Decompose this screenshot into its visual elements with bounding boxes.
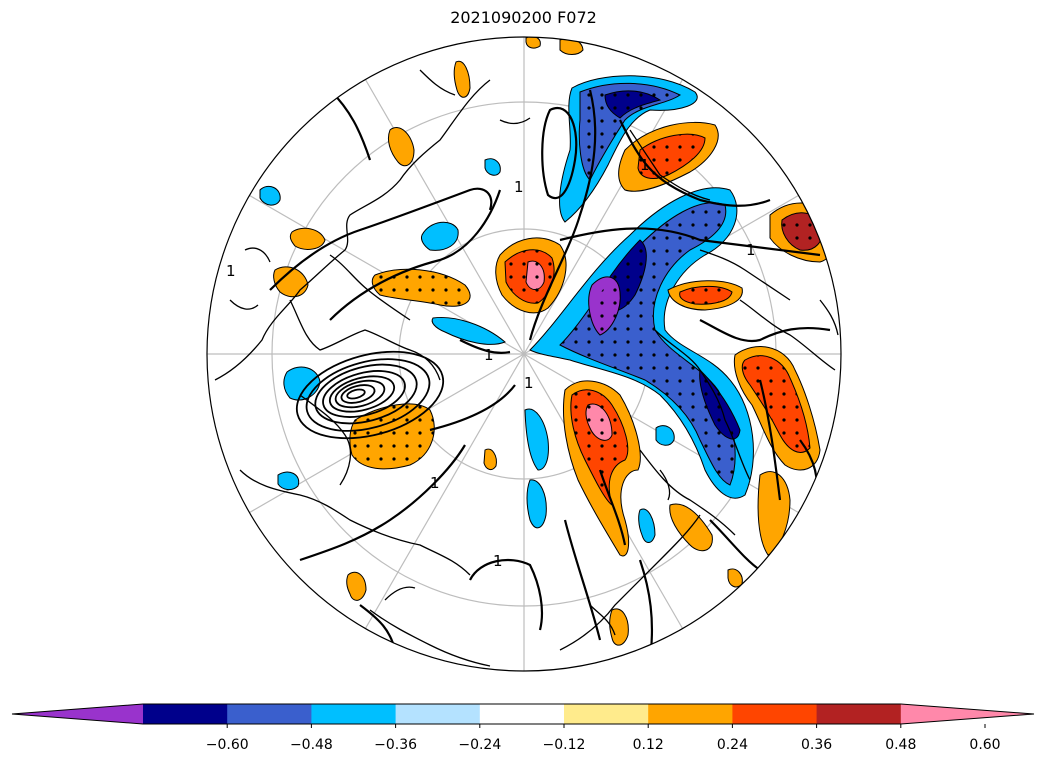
colorbar-tick-label: −0.36 (374, 737, 417, 753)
positive-anomaly-region (289, 227, 326, 250)
negative-anomaly-region (526, 479, 547, 529)
colorbar-tick-label: −0.48 (290, 737, 333, 753)
positive-anomaly-region (346, 571, 367, 601)
negative-anomaly-region (431, 316, 506, 345)
positive-anomaly-region (273, 266, 309, 298)
contour-label: 1 (493, 552, 503, 570)
colorbar-tick-label: 0.12 (633, 737, 664, 753)
colorbar-tick-label: −0.12 (543, 737, 586, 753)
low-pressure-contours (295, 350, 445, 440)
colorbar-swatch (732, 704, 818, 724)
colorbar-extend-max (900, 704, 1034, 724)
contour-lines (269, 89, 831, 661)
positive-anomaly-region (525, 37, 541, 49)
map-title: 2021090200 F072 (450, 8, 597, 27)
coastlines (214, 69, 839, 667)
colorbar-tick-label: 0.36 (801, 737, 832, 753)
colorbar-tick-label: 0.24 (717, 737, 748, 753)
contour-label: 1 (514, 178, 524, 196)
negative-anomaly-region (421, 221, 459, 251)
colorbar-swatch (227, 704, 312, 724)
colorbar-tick-label: −0.24 (458, 737, 501, 753)
positive-anomaly-region (453, 60, 471, 98)
contour-label: 1 (640, 156, 650, 174)
positive-anomaly-region (483, 448, 497, 471)
negative-anomaly-region (524, 408, 549, 471)
contour-label: 1 (524, 374, 534, 392)
negative-anomaly-region (655, 425, 675, 446)
colorbar-outline (11, 703, 1035, 725)
colorbar-tick-label: 0.60 (969, 737, 1000, 753)
colorbar-swatch (395, 704, 481, 724)
map-boundary (206, 36, 842, 672)
colorbar-swatch (479, 704, 565, 724)
contour-labels: 1 1 1 1 1 1 1 1 (226, 156, 756, 570)
colorbar-swatch (816, 704, 902, 724)
contour-label: 1 (484, 346, 494, 364)
colorbar-swatch (311, 704, 397, 724)
positive-anomaly-region (387, 127, 415, 167)
negative-anomaly-region (484, 158, 501, 176)
negative-anomaly-region (277, 471, 300, 491)
colorbar-swatch (564, 704, 649, 724)
positive-anomaly-region (609, 608, 629, 646)
negative-anomaly-region (638, 508, 656, 543)
colorbar-tick-label: −0.60 (206, 737, 249, 753)
colorbar-swatch (648, 704, 733, 724)
contour-label: 1 (226, 262, 236, 280)
contour-label: 1 (430, 474, 440, 492)
colorbar-tick-label: 0.48 (885, 737, 916, 753)
polar-map: 1 1 1 1 1 1 1 1 (206, 36, 842, 672)
colorbar-swatch (143, 704, 228, 724)
colorbar-extend-min (12, 704, 143, 724)
negative-anomaly-region (259, 185, 281, 206)
contour-label: 1 (746, 241, 756, 259)
